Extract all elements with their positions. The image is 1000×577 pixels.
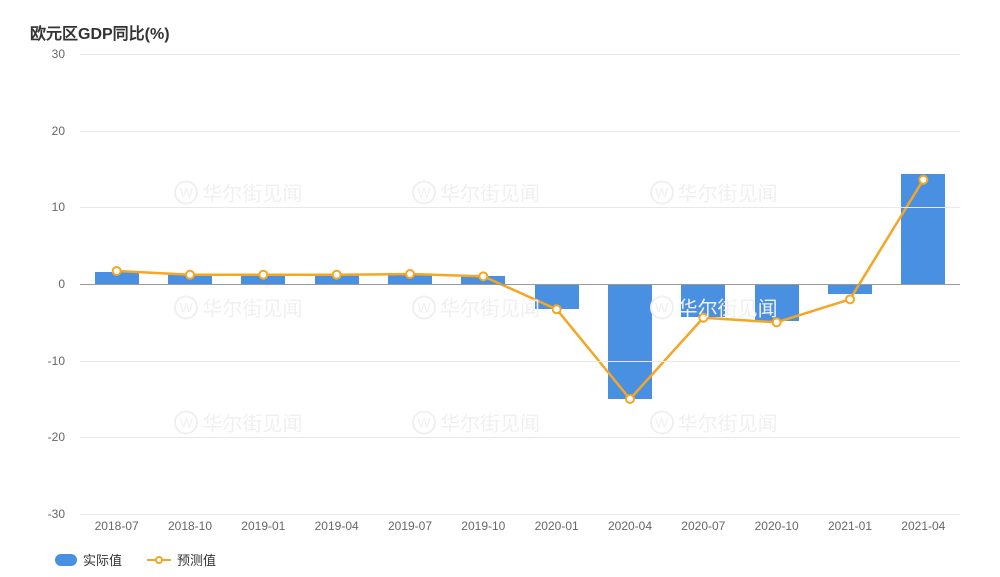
x-tick-label: 2020-01 [535, 519, 579, 533]
bar[interactable] [388, 275, 432, 284]
x-tick-label: 2021-04 [901, 519, 945, 533]
y-tick-label: 0 [58, 277, 65, 291]
bar[interactable] [755, 284, 799, 321]
zero-line [80, 284, 960, 285]
y-tick-label: 30 [52, 47, 65, 61]
x-tick-label: 2019-01 [241, 519, 285, 533]
y-tick-label: 10 [52, 200, 65, 214]
x-tick-label: 2018-07 [95, 519, 139, 533]
x-axis: 2018-07 2018-10 2019-01 2019-04 2019-07 2019-… [80, 519, 960, 539]
y-tick-label: -30 [48, 507, 65, 521]
legend-label-actual: 实际值 [83, 550, 122, 569]
x-tick-label: 2021-01 [828, 519, 872, 533]
grid-line [80, 437, 960, 438]
legend-item-forecast[interactable]: 预测值 [147, 550, 216, 569]
bar[interactable] [241, 274, 285, 284]
bar[interactable] [168, 275, 212, 284]
x-tick-label: 2020-04 [608, 519, 652, 533]
plot-area: -30-20-100102030 2018-072018-102019-0120… [40, 54, 960, 514]
x-tick-label: 2019-07 [388, 519, 432, 533]
grid-line [80, 361, 960, 362]
legend-item-actual[interactable]: 实际值 [55, 550, 122, 569]
bar[interactable] [535, 284, 579, 309]
x-tick-label: 2019-10 [461, 519, 505, 533]
grid-line [80, 54, 960, 55]
bar[interactable] [901, 174, 945, 284]
bar[interactable] [681, 284, 725, 317]
grid-line [80, 131, 960, 132]
x-tick-label: 2018-10 [168, 519, 212, 533]
legend: 实际值 预测值 [55, 550, 216, 569]
grid-line [80, 514, 960, 515]
x-tick-label: 2019-04 [315, 519, 359, 533]
legend-label-forecast: 预测值 [177, 550, 216, 569]
chart-container: 欧元区GDP同比(%) -30-20-100102030 2018-072018… [0, 0, 1000, 577]
bar[interactable] [95, 272, 139, 284]
legend-swatch-line [147, 554, 171, 566]
y-tick-label: 20 [52, 124, 65, 138]
bar[interactable] [461, 276, 505, 284]
bar[interactable] [608, 284, 652, 399]
x-tick-label: 2020-07 [681, 519, 725, 533]
y-tick-label: -10 [48, 354, 65, 368]
grid-line [80, 207, 960, 208]
bar[interactable] [315, 275, 359, 284]
legend-swatch-bar [55, 554, 77, 566]
y-axis: -30-20-100102030 [35, 54, 75, 514]
y-tick-label: -20 [48, 430, 65, 444]
bar[interactable] [828, 284, 872, 294]
chart-title: 欧元区GDP同比(%) [30, 20, 960, 44]
x-tick-label: 2020-10 [755, 519, 799, 533]
